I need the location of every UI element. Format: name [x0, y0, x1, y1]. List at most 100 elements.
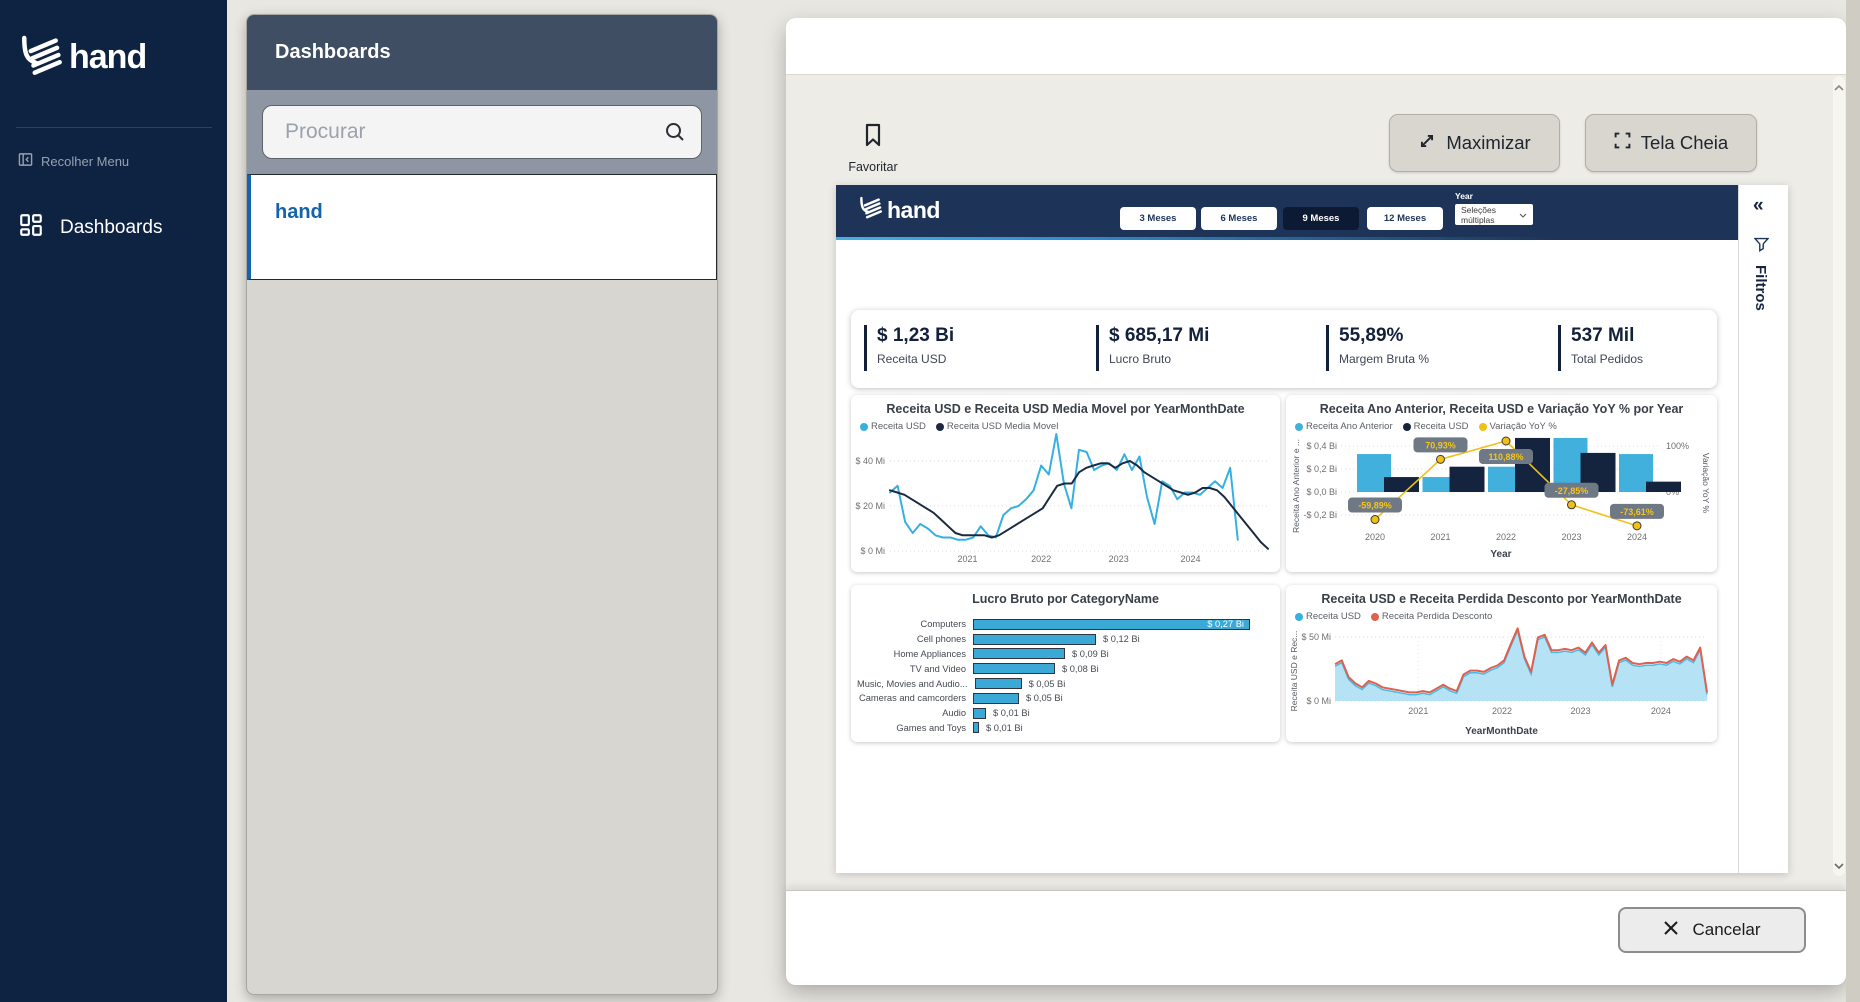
filters-collapse-button[interactable]: «	[1753, 195, 1764, 216]
legend-item: Receita Ano Anterior	[1295, 421, 1393, 432]
legend-dot-icon	[1295, 422, 1303, 431]
panel-title: Dashboards	[275, 41, 391, 63]
hand-logo-icon	[858, 196, 883, 224]
x-tick-label: 2020	[1365, 532, 1385, 542]
fullscreen-button[interactable]: Tela Cheia	[1585, 114, 1757, 172]
hbar-bar[interactable]	[973, 663, 1055, 675]
legend-label: Receita Ano Anterior	[1306, 421, 1393, 432]
hbar-bar[interactable]	[973, 648, 1065, 660]
kpi-lucro-bruto: $ 685,17 Mi Lucro Bruto	[1096, 325, 1209, 371]
legend-label: Receita USD	[1413, 421, 1469, 432]
legend-item: Receita USD Media Movel	[935, 421, 1058, 432]
hbar-bar[interactable]: $ 0,27 Bi	[973, 618, 1250, 630]
category-label: Games and Toys	[896, 722, 966, 733]
hbar-bar[interactable]	[973, 633, 1096, 645]
maximize-icon	[1418, 132, 1436, 155]
x-tick-label: 2022	[1492, 706, 1512, 716]
report-accent-line	[836, 237, 1738, 240]
bar-ano-anterior	[1422, 477, 1457, 492]
kpi-accent-bar	[1096, 325, 1099, 371]
kpi-accent-bar	[864, 325, 867, 371]
chart-legend: Receita Ano Anterior Receita USD Variação …	[1295, 421, 1557, 432]
viewer-scrollbar[interactable]	[1833, 76, 1845, 876]
favorite-button[interactable]: Favoritar	[844, 121, 902, 174]
chart-title: Receita USD e Receita Perdida Desconto p…	[1321, 592, 1682, 606]
kpi-total-pedidos: 537 Mil Total Pedidos	[1558, 325, 1643, 371]
value-label: $ 0,05 Bi	[1028, 678, 1066, 689]
yoy-point	[1567, 500, 1576, 510]
filter-funnel-icon[interactable]	[1753, 237, 1770, 257]
chart-title: Receita USD e Receita USD Media Movel po…	[886, 402, 1245, 416]
collapse-menu-button[interactable]: Recolher Menu	[18, 152, 129, 170]
legend-dot-icon	[1402, 422, 1411, 431]
bar-receita-usd	[1384, 477, 1419, 492]
hbar-bar[interactable]	[973, 692, 1019, 704]
value-label: $ 0,05 Bi	[1026, 693, 1063, 704]
hbar-rows: Computers $ 0,27 Bi Cell phones $ 0,12 Bi Ho…	[857, 617, 1274, 735]
report-header: hand 3 Meses 6 Meses 9 Meses 12 Meses Ye…	[836, 185, 1738, 237]
data-label: -59,89%	[1358, 501, 1392, 511]
dashboards-panel: Dashboards hand	[246, 14, 718, 995]
kpi-accent-bar	[1326, 325, 1329, 371]
chart-hbar-lucro-categoria[interactable]: Lucro Bruto por CategoryName Computers $ …	[851, 585, 1280, 742]
kpi-label: Margem Bruta %	[1339, 351, 1430, 366]
report-logo: hand	[858, 196, 940, 224]
hbar-bar[interactable]	[974, 678, 1022, 690]
maximize-button[interactable]: Maximizar	[1389, 114, 1560, 172]
category-label: Home Appliances	[893, 648, 966, 659]
sidebar-divider	[16, 127, 212, 128]
hbar-row: Computers $ 0,27 Bi	[857, 617, 1274, 632]
legend-label: Receita USD	[1306, 611, 1361, 622]
search-wrap	[262, 105, 702, 159]
period-button-3-meses[interactable]: 3 Meses	[1120, 207, 1196, 230]
legend-dot-icon	[1478, 422, 1487, 431]
data-label-pill	[1348, 497, 1402, 513]
scroll-up-icon[interactable]	[1834, 78, 1844, 96]
y-tick-label: -$ 0,2 Bi	[1303, 510, 1337, 520]
page-scrollbar[interactable]	[1846, 0, 1860, 1002]
hbar-bar[interactable]	[973, 707, 986, 719]
chevron-down-icon	[1519, 210, 1527, 220]
kpi-accent-bar	[1558, 325, 1561, 371]
legend-item: Variação YoY %	[1478, 421, 1557, 432]
y-axis-title: Receita USD e Rec...	[1289, 631, 1299, 712]
yoy-point	[1501, 436, 1511, 446]
year-filter-dropdown[interactable]: Seleções múltiplas	[1455, 204, 1533, 225]
kpi-margem-bruta: 55,89% Margem Bruta %	[1326, 325, 1429, 371]
scroll-down-icon[interactable]	[1834, 856, 1844, 874]
chart-line-receita-media-movel[interactable]: Receita USD e Receita USD Media Movel po…	[851, 395, 1280, 572]
period-button-6-meses[interactable]: 6 Meses	[1201, 207, 1277, 230]
dashboard-list-item-hand[interactable]: hand	[247, 174, 717, 280]
x-tick-label: 2024	[1180, 554, 1200, 564]
dashboard-item-label: hand	[275, 201, 323, 223]
panel-search-zone	[247, 90, 717, 174]
close-icon	[1663, 920, 1679, 941]
y-tick-label: $ 0,4 Bi	[1306, 441, 1337, 451]
bar-receita-usd	[1646, 481, 1681, 492]
data-label-pill	[1479, 448, 1533, 464]
filters-pane-label[interactable]: Filtros	[1752, 265, 1769, 311]
search-icon[interactable]	[664, 121, 686, 148]
chart-combo-variacao-yoy[interactable]: Receita Ano Anterior, Receita USD e Vari…	[1286, 395, 1717, 572]
period-button-9-meses[interactable]: 9 Meses	[1283, 207, 1359, 230]
hbar-bar[interactable]	[973, 722, 979, 734]
combo-chart-canvas: $ 0,4 Bi$ 0,2 Bi$ 0,0 Bi-$ 0,2 Bi100%0%2…	[1291, 436, 1711, 560]
report-main: hand 3 Meses 6 Meses 9 Meses 12 Meses Ye…	[836, 185, 1738, 873]
app-logo: hand	[18, 34, 147, 81]
kpi-label: Lucro Bruto	[1109, 351, 1172, 366]
cancel-label: Cancelar	[1692, 920, 1761, 939]
hbar-row: TV and Video $ 0,08 Bi	[857, 661, 1274, 676]
category-label: Cell phones	[916, 634, 966, 645]
app-logo-text: hand	[69, 38, 147, 76]
chart-area-receita-perdida[interactable]: Receita USD e Receita Perdida Desconto p…	[1286, 585, 1717, 742]
period-button-12-meses[interactable]: 12 Meses	[1367, 207, 1443, 230]
search-input[interactable]	[262, 105, 702, 159]
cancel-button[interactable]: Cancelar	[1618, 907, 1806, 953]
data-label: -27,85%	[1555, 486, 1589, 496]
x-tick-label: 2024	[1627, 532, 1647, 542]
fullscreen-label: Tela Cheia	[1640, 132, 1729, 153]
category-label: Audio	[942, 708, 966, 719]
sidebar-item-dashboards[interactable]: Dashboards	[18, 212, 162, 244]
category-label: Computers	[920, 619, 966, 630]
legend-label: Variação YoY %	[1489, 421, 1557, 432]
